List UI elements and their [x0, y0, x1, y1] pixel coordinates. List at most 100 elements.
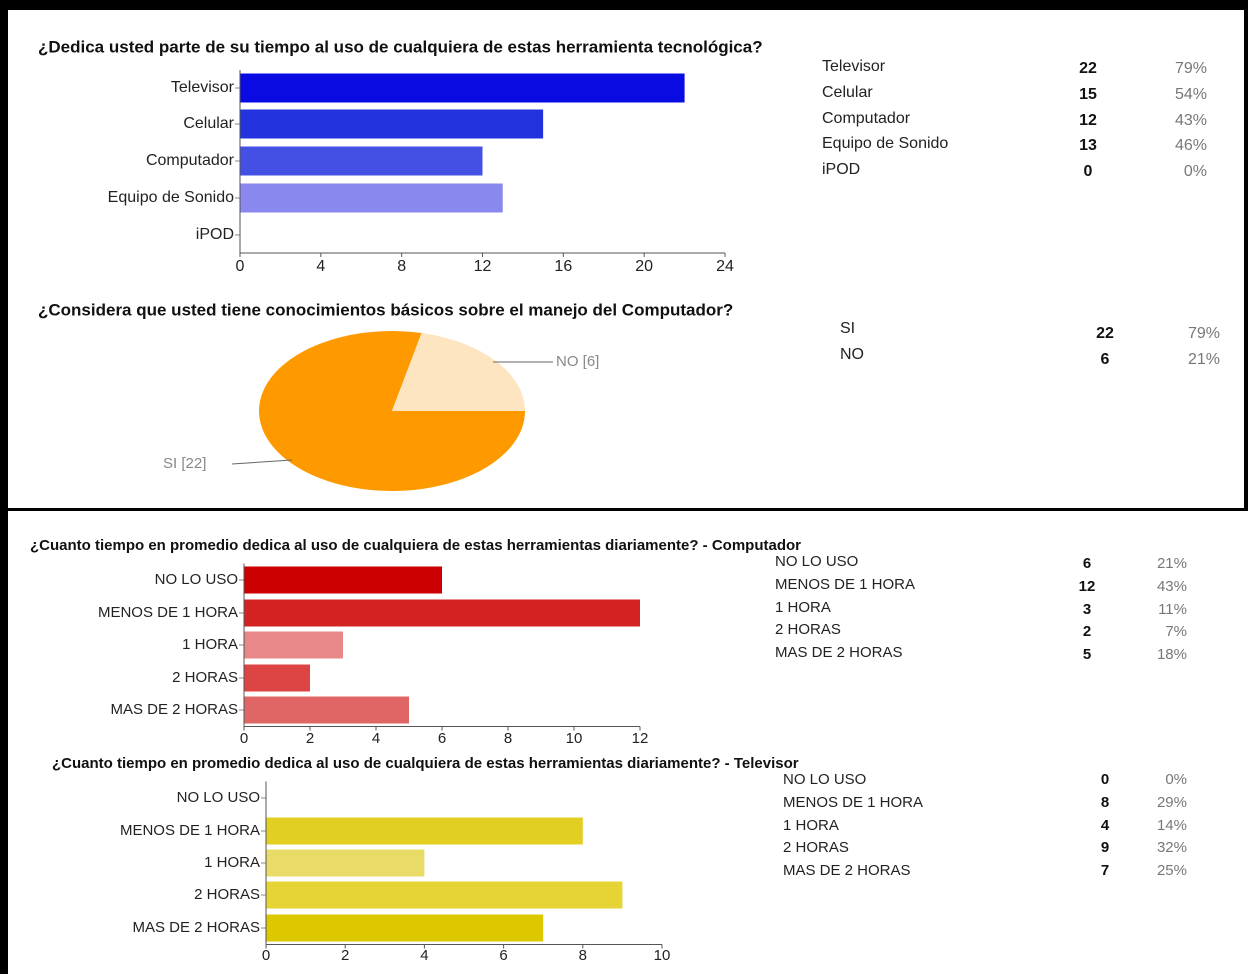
table-share: 43% — [1175, 112, 1207, 129]
x-tick-label: 6 — [438, 730, 446, 747]
table-count: 13 — [1079, 137, 1097, 154]
table-name: Computador — [822, 110, 911, 127]
bar — [266, 881, 623, 909]
y-tick-label: NO LO USO — [155, 571, 238, 588]
table-name: Celular — [822, 84, 873, 101]
table-share: 25% — [1157, 862, 1187, 879]
table-share: 11% — [1158, 601, 1187, 618]
x-tick-label: 2 — [341, 947, 349, 964]
x-tick-label: 4 — [316, 258, 325, 275]
y-tick-label: Computador — [146, 152, 235, 169]
chart-title: ¿Cuanto tiempo en promedio dedica al uso… — [52, 755, 799, 772]
table-share: 14% — [1157, 817, 1187, 834]
x-tick-label: 2 — [306, 730, 314, 747]
x-tick-label: 4 — [372, 730, 380, 747]
bar — [240, 109, 544, 139]
table-count: 6 — [1083, 555, 1091, 572]
bar — [266, 914, 544, 942]
table-count: 12 — [1079, 112, 1097, 129]
table-share: 21% — [1188, 351, 1220, 368]
table-share: 0% — [1165, 771, 1187, 788]
table-name: 2 HORAS — [783, 839, 849, 856]
x-tick-label: 12 — [474, 258, 492, 275]
table-name: NO — [840, 346, 864, 363]
y-tick-label: 1 HORA — [204, 854, 260, 871]
table-name: NO LO USO — [783, 771, 866, 788]
bar — [244, 631, 343, 659]
y-tick-label: MAS DE 2 HORAS — [110, 701, 238, 718]
frame-left — [0, 0, 8, 974]
table-count: 12 — [1079, 578, 1096, 595]
table-count: 22 — [1096, 325, 1114, 342]
table-name: Televisor — [822, 58, 886, 75]
bar — [266, 817, 583, 845]
table-name: Equipo de Sonido — [822, 135, 948, 152]
table-share: 21% — [1157, 555, 1187, 572]
bar — [244, 599, 640, 627]
table-share: 0% — [1184, 163, 1207, 180]
table-share: 18% — [1157, 646, 1187, 663]
table-name: SI — [840, 320, 855, 337]
table-count: 9 — [1101, 839, 1109, 856]
bar — [240, 146, 483, 176]
bar — [240, 73, 685, 103]
x-tick-label: 4 — [420, 947, 428, 964]
x-tick-label: 10 — [654, 947, 671, 964]
bar — [266, 849, 425, 877]
x-tick-label: 8 — [397, 258, 406, 275]
pie-slice — [392, 333, 525, 411]
y-tick-label: Televisor — [171, 79, 235, 96]
frame-top — [0, 0, 1248, 10]
table-share: 79% — [1188, 325, 1220, 342]
y-tick-label: iPOD — [196, 226, 234, 243]
x-tick-label: 8 — [579, 947, 587, 964]
table-share: 43% — [1157, 578, 1187, 595]
leader-line — [231, 459, 293, 465]
chart-title: ¿Considera que usted tiene conocimientos… — [38, 300, 733, 319]
y-tick-label: NO LO USO — [177, 789, 260, 806]
y-tick-label: MENOS DE 1 HORA — [98, 604, 238, 621]
x-tick-label: 6 — [499, 947, 507, 964]
x-tick-label: 0 — [262, 947, 270, 964]
chart-title: ¿Cuanto tiempo en promedio dedica al uso… — [30, 537, 801, 554]
y-tick-label: 2 HORAS — [194, 886, 260, 903]
table-count: 8 — [1101, 794, 1109, 811]
table-count: 7 — [1101, 862, 1109, 879]
bar — [244, 696, 409, 724]
table-count: 0 — [1084, 163, 1093, 180]
table-name: NO LO USO — [775, 553, 858, 570]
table-share: 29% — [1157, 794, 1187, 811]
bar — [244, 566, 442, 594]
frame-right — [1244, 10, 1248, 508]
y-tick-label: 2 HORAS — [172, 669, 238, 686]
x-tick-label: 10 — [566, 730, 583, 747]
table-name: MAS DE 2 HORAS — [775, 644, 903, 661]
slice-label: NO [6] — [556, 353, 599, 370]
table-share: 54% — [1175, 86, 1207, 103]
table-share: 32% — [1157, 839, 1187, 856]
table-share: 7% — [1165, 623, 1187, 640]
x-tick-label: 8 — [504, 730, 512, 747]
table-name: MENOS DE 1 HORA — [783, 794, 923, 811]
x-tick-label: 12 — [632, 730, 649, 747]
chart-title: ¿Dedica usted parte de su tiempo al uso … — [38, 37, 763, 56]
table-count: 22 — [1079, 60, 1097, 77]
table-count: 3 — [1083, 601, 1091, 618]
table-count: 5 — [1083, 646, 1091, 663]
table-name: 2 HORAS — [775, 621, 841, 638]
table-count: 4 — [1101, 817, 1110, 834]
table-name: MENOS DE 1 HORA — [775, 576, 915, 593]
table-count: 0 — [1101, 771, 1109, 788]
pie-slice — [259, 331, 525, 492]
x-tick-label: 20 — [635, 258, 653, 275]
table-name: 1 HORA — [775, 599, 831, 616]
table-name: MAS DE 2 HORAS — [783, 862, 911, 879]
x-tick-label: 0 — [240, 730, 248, 747]
table-name: 1 HORA — [783, 817, 839, 834]
table-share: 46% — [1175, 137, 1207, 154]
y-tick-label: Equipo de Sonido — [108, 189, 234, 206]
slice-label: SI [22] — [163, 455, 206, 472]
table-count: 15 — [1079, 86, 1097, 103]
